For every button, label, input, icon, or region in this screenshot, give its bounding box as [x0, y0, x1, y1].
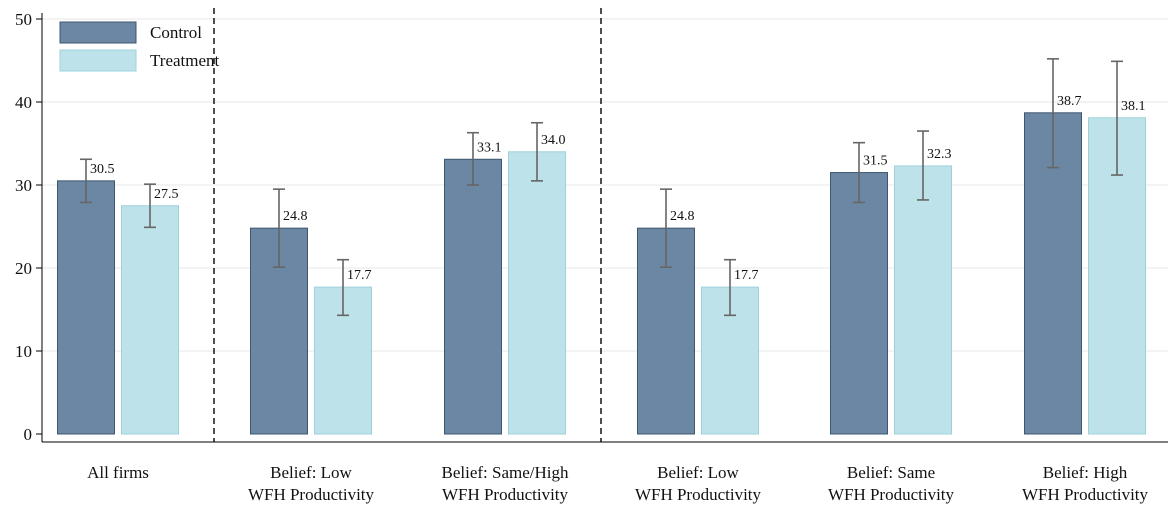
value-labels: 30.5 24.8 33.1 24.8 31.5 38.7 27.5 17.7 34.0 17.7…	[90, 94, 1146, 283]
bar-control	[57, 180, 115, 435]
legend-swatch-control	[59, 21, 137, 44]
data-label: 24.8	[283, 209, 308, 224]
bar-control	[830, 172, 888, 435]
x-category-label: WFH Productivity	[828, 485, 955, 504]
data-label: 17.7	[734, 268, 759, 283]
data-label: 38.7	[1057, 94, 1082, 109]
y-tick-label: 10	[15, 342, 32, 361]
bar-treatment	[508, 151, 566, 435]
y-tick-label: 0	[24, 425, 33, 444]
x-category-label: Belief: Low	[657, 463, 739, 482]
x-category-label: WFH Productivity	[248, 485, 375, 504]
x-category-label: All firms	[87, 463, 149, 482]
x-category-label: Belief: High	[1043, 463, 1128, 482]
data-label: 31.5	[863, 154, 888, 169]
bar-treatment	[121, 205, 179, 435]
data-label: 33.1	[477, 140, 502, 155]
x-category-label: WFH Productivity	[1022, 485, 1149, 504]
legend: Control Treatment	[59, 21, 220, 72]
data-label: 32.3	[927, 147, 952, 162]
legend-label-control: Control	[150, 23, 202, 42]
data-label: 17.7	[347, 268, 372, 283]
y-tick-label: 50	[15, 10, 32, 29]
error-bars	[80, 58, 1123, 317]
y-tick-label: 30	[15, 176, 32, 195]
x-category-label: Belief: Same/High	[441, 463, 569, 482]
data-label: 30.5	[90, 162, 115, 177]
data-label: 24.8	[670, 209, 695, 224]
y-tick-label: 40	[15, 93, 32, 112]
bar-control	[444, 158, 502, 435]
x-category-label: WFH Productivity	[442, 485, 569, 504]
gridlines	[42, 18, 1168, 352]
x-category-label: WFH Productivity	[635, 485, 762, 504]
group-separators	[213, 8, 602, 442]
data-label: 27.5	[154, 187, 179, 202]
x-category-label: Belief: Same	[847, 463, 935, 482]
bar-treatment	[894, 165, 952, 435]
x-category-label: Belief: Low	[270, 463, 352, 482]
y-tick-label: 20	[15, 259, 32, 278]
legend-swatch-treatment	[59, 49, 137, 72]
data-label: 38.1	[1121, 99, 1146, 114]
legend-label-treatment: Treatment	[150, 51, 220, 70]
axes: 0 10 20 30 40 50 All firms Belief: Low WFH Produ…	[15, 10, 1168, 504]
data-label: 34.0	[541, 133, 566, 148]
